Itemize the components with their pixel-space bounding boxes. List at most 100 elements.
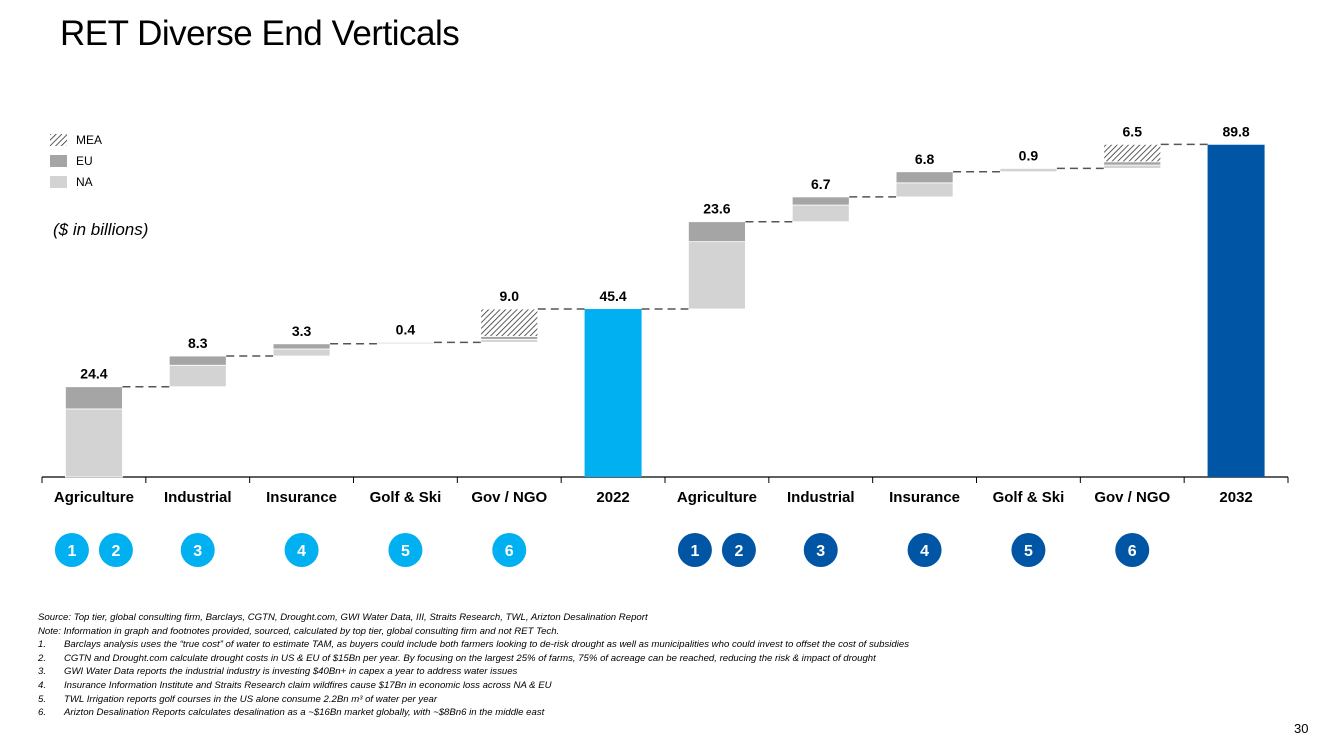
footnote-text: Barclays analysis uses the “true cost” o…	[64, 639, 909, 651]
bar-segment-na	[895, 182, 954, 198]
category-label: Golf & Ski	[993, 489, 1065, 506]
data-label: 0.9	[1019, 147, 1039, 163]
footnote-number: 5.	[38, 693, 47, 705]
bar-segment-na	[1103, 164, 1162, 169]
unit-label: ($ in billions)	[53, 220, 149, 239]
footnote-marker-number: 3	[193, 543, 202, 560]
bar-segment-na	[65, 408, 123, 478]
footnote-marker-number: 5	[401, 543, 410, 560]
bar-segment-na	[791, 204, 850, 223]
eu-swatch-icon	[50, 155, 67, 167]
footnote-marker-number: 6	[505, 543, 514, 560]
category-label: Gov / NGO	[1094, 489, 1170, 506]
footnote-marker-icon	[180, 533, 215, 567]
bar-segment-na	[480, 338, 539, 343]
footnote-marker-number: 3	[816, 543, 825, 560]
bar-total-2022	[584, 309, 642, 477]
bar-segment-eu	[480, 335, 539, 340]
data-label: 8.3	[188, 335, 208, 351]
bar-segment-eu	[1103, 161, 1162, 166]
footnote: 5. TWL Irrigation reports golf courses in…	[38, 693, 909, 707]
footnote: 4. Insurance Information Institute and St…	[38, 679, 909, 693]
bar-segment-na	[376, 341, 435, 345]
footnote: 6. Arizton Desalination Reports calculate…	[38, 706, 909, 720]
footnote-marker-icon	[907, 533, 942, 567]
data-label: 9.0	[500, 288, 520, 304]
footnote-marker-icon	[721, 533, 756, 567]
page-number: 30	[1294, 721, 1309, 736]
category-label: 2022	[596, 489, 629, 506]
hatch-swatch-icon	[50, 134, 67, 146]
footnote-marker-icon	[492, 533, 527, 567]
category-label: 2032	[1219, 489, 1252, 506]
data-label: 6.5	[1123, 123, 1143, 139]
footnote-marker-icon	[1011, 533, 1046, 567]
disclaimer-note: Note: Information in graph and footnotes…	[38, 625, 560, 637]
category-label: Industrial	[164, 489, 232, 506]
footnote-marker-icon	[284, 533, 319, 567]
footnote-marker-icon	[98, 533, 133, 567]
bar-segment-na	[999, 168, 1058, 173]
footnote-marker-icon	[677, 533, 712, 567]
legend-item-eu: EU	[50, 154, 93, 168]
category-label: Agriculture	[54, 489, 134, 506]
footnote: 2. CGTN and Drought.com calculate drought…	[38, 652, 909, 666]
source-note: Source: Top tier, global consulting firm…	[38, 612, 648, 623]
data-label: 3.3	[292, 323, 312, 339]
bar-segment-eu	[65, 386, 123, 410]
category-label: Industrial	[787, 489, 855, 506]
footnote: 3. GWI Water Data reports the industrial …	[38, 665, 909, 679]
bar-segment-eu	[895, 171, 954, 184]
category-label: Agriculture	[677, 489, 757, 506]
bar-segment-eu	[791, 196, 850, 206]
footnote-number: 4.	[38, 679, 47, 691]
data-label: 45.4	[599, 288, 626, 304]
footnote-marker-icon	[54, 533, 89, 567]
legend-label: MEA	[76, 133, 103, 147]
na-swatch-icon	[50, 176, 67, 188]
footnote-number: 3.	[38, 666, 47, 678]
footnote-number: 6.	[38, 707, 47, 719]
data-label: 23.6	[703, 201, 730, 217]
footnote-marker-icon	[388, 533, 423, 567]
legend-label: EU	[76, 154, 93, 168]
bar-segment-eu	[272, 343, 331, 350]
footnote-marker-number: 1	[690, 543, 699, 560]
category-label: Golf & Ski	[370, 489, 442, 506]
footnote-marker-icon	[1115, 533, 1150, 567]
footnotes: Source: Top tier, global consulting firm…	[38, 611, 909, 720]
footnote-marker-number: 2	[111, 543, 120, 560]
legend-item-mea: MEA	[50, 133, 102, 147]
data-label: 6.7	[811, 176, 831, 192]
footnote-marker-icon	[803, 533, 838, 567]
bar-total-2032	[1207, 144, 1265, 478]
legend-label: NA	[76, 175, 93, 189]
data-label: 24.4	[80, 366, 107, 382]
category-label: Gov / NGO	[471, 489, 547, 506]
data-label: 89.8	[1222, 124, 1249, 140]
data-label: 0.4	[396, 321, 416, 337]
footnote-marker-number: 4	[920, 543, 929, 560]
footnote-text: Arizton Desalination Reports calculates …	[64, 707, 545, 719]
bar-segment-mea	[1103, 143, 1162, 163]
footnote-text: CGTN and Drought.com calculate drought c…	[64, 652, 876, 664]
bar-segment-na	[168, 364, 227, 388]
footnote-text: GWI Water Data reports the industrial in…	[64, 666, 518, 678]
bar-segment-eu	[688, 221, 746, 243]
page-title: RET Diverse End Verticals	[60, 14, 460, 53]
footnote-marker-number: 1	[67, 543, 76, 560]
footnote: 1. Barclays analysis uses the “true cost”…	[38, 638, 909, 652]
legend-item-na: NA	[50, 175, 93, 189]
bar-segment-eu	[168, 355, 227, 366]
category-label: Insurance	[266, 489, 337, 506]
footnote-text: Insurance Information Institute and Stra…	[64, 679, 552, 691]
footnote-marker-number: 2	[734, 543, 743, 560]
category-label: Insurance	[889, 489, 960, 506]
footnote-marker-number: 6	[1128, 543, 1137, 560]
footnote-number: 2.	[38, 652, 47, 664]
footnote-text: TWL Irrigation reports golf courses in t…	[64, 693, 438, 705]
footnote-marker-number: 4	[297, 543, 306, 560]
bar-segment-na	[688, 241, 746, 310]
footnote-marker-number: 5	[1024, 543, 1033, 560]
